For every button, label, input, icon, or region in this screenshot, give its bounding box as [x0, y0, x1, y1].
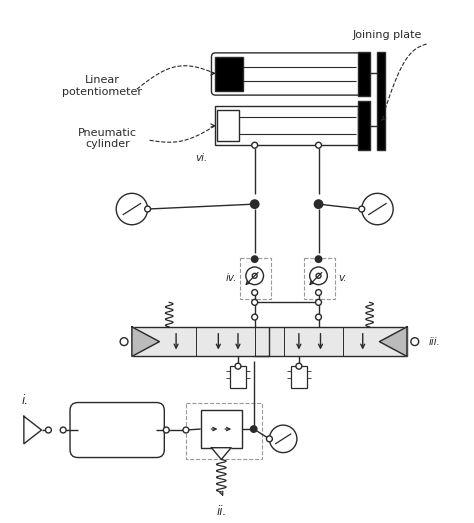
- Bar: [201, 411, 242, 448]
- Circle shape: [269, 425, 297, 452]
- Circle shape: [252, 290, 258, 295]
- Circle shape: [252, 142, 258, 148]
- Circle shape: [246, 267, 264, 285]
- Circle shape: [250, 425, 258, 433]
- Circle shape: [164, 427, 169, 433]
- Circle shape: [314, 199, 323, 209]
- Polygon shape: [379, 327, 407, 356]
- Bar: [240, 258, 272, 299]
- Text: v.: v.: [338, 273, 346, 283]
- Circle shape: [46, 427, 51, 433]
- Circle shape: [411, 338, 419, 346]
- Bar: [230, 366, 246, 388]
- Polygon shape: [211, 448, 231, 460]
- Circle shape: [316, 314, 321, 320]
- Bar: [215, 106, 358, 145]
- FancyBboxPatch shape: [211, 53, 362, 95]
- Circle shape: [266, 436, 273, 442]
- Text: iii.: iii.: [428, 337, 440, 347]
- Circle shape: [316, 290, 321, 295]
- Bar: [304, 258, 335, 299]
- Circle shape: [316, 142, 321, 148]
- Circle shape: [235, 363, 241, 369]
- Bar: [186, 403, 262, 460]
- Circle shape: [296, 363, 302, 369]
- Circle shape: [362, 194, 393, 225]
- Text: Linear
potentiometer: Linear potentiometer: [63, 75, 143, 97]
- Circle shape: [145, 206, 151, 212]
- Text: i.: i.: [22, 393, 29, 406]
- Circle shape: [250, 199, 260, 209]
- Circle shape: [359, 206, 365, 212]
- Bar: [218, 110, 239, 141]
- Text: Joining plate: Joining plate: [353, 30, 422, 40]
- Polygon shape: [132, 327, 159, 356]
- Circle shape: [310, 267, 328, 285]
- Circle shape: [252, 314, 258, 320]
- Circle shape: [251, 255, 259, 263]
- Text: iv.: iv.: [226, 273, 237, 283]
- Bar: [377, 52, 385, 150]
- Text: vi.: vi.: [195, 153, 208, 163]
- Circle shape: [315, 255, 322, 263]
- Bar: [291, 366, 307, 388]
- Circle shape: [116, 194, 147, 225]
- Circle shape: [316, 299, 321, 305]
- FancyBboxPatch shape: [70, 403, 164, 458]
- Bar: [215, 57, 243, 91]
- Polygon shape: [24, 416, 42, 444]
- Text: Pneumatic
cylinder: Pneumatic cylinder: [78, 128, 137, 149]
- Circle shape: [252, 299, 258, 305]
- Circle shape: [252, 274, 257, 278]
- Circle shape: [316, 274, 321, 278]
- Bar: [358, 101, 370, 150]
- Bar: [132, 327, 407, 356]
- Circle shape: [120, 338, 128, 346]
- Circle shape: [183, 427, 189, 433]
- Circle shape: [60, 427, 66, 433]
- Text: ii.: ii.: [216, 505, 227, 518]
- Bar: [358, 52, 370, 96]
